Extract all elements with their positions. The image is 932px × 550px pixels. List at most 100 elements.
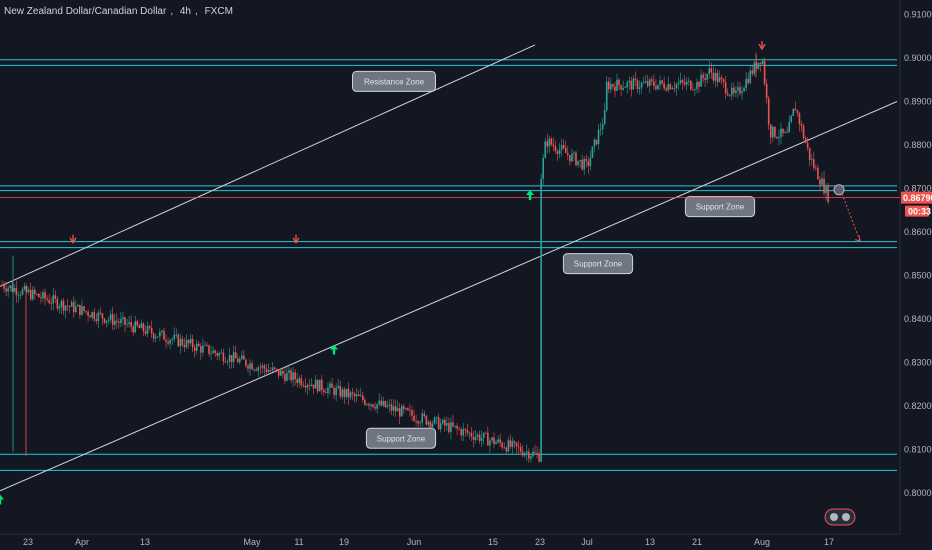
candle-body: [458, 428, 460, 430]
candle-body: [286, 372, 288, 381]
candle-body: [601, 124, 604, 130]
candle-body: [144, 331, 147, 334]
channel-line-lower[interactable]: [0, 101, 898, 492]
candle-body: [804, 138, 807, 143]
zone-callout-box[interactable]: [352, 70, 436, 92]
candle-body: [124, 317, 126, 325]
candle-body: [296, 379, 298, 383]
candle-body: [538, 453, 540, 462]
candle-body: [173, 334, 175, 340]
candle-body: [405, 408, 407, 410]
candle-body: [118, 321, 120, 324]
candle-body: [366, 404, 368, 405]
candle-body: [345, 388, 348, 397]
candle-body: [720, 77, 723, 80]
candle-body: [382, 401, 385, 406]
candle-body: [17, 294, 20, 296]
time-tick-label: 23: [23, 537, 33, 547]
candle-body: [3, 284, 5, 289]
time-tick-label: 13: [645, 537, 655, 547]
candle-body: [624, 87, 626, 89]
candle-body: [251, 363, 253, 370]
time-tick-label: 15: [488, 537, 498, 547]
candle-body: [460, 429, 462, 436]
symbol-name[interactable]: New Zealand Dollar/Canadian Dollar: [4, 6, 167, 17]
candle-body: [614, 86, 616, 91]
candle-body: [616, 79, 618, 91]
interval-label[interactable]: 4h: [179, 6, 191, 17]
candle-body: [343, 389, 346, 397]
candle-body: [105, 320, 108, 323]
candle-body: [204, 344, 206, 346]
candle-body: [128, 322, 130, 324]
candle-body: [83, 306, 85, 312]
candle-body: [794, 108, 797, 111]
candle-body: [64, 305, 67, 311]
candle-body: [126, 323, 128, 325]
candle-body: [690, 80, 692, 90]
candle-body: [13, 287, 16, 292]
candle-body: [667, 84, 670, 91]
candle-body: [644, 81, 647, 83]
candle-body: [435, 417, 438, 419]
candle-body: [111, 314, 114, 325]
candle-body: [550, 138, 553, 145]
candle-body: [378, 400, 380, 405]
candle-body: [152, 333, 155, 339]
candle-body: [642, 82, 645, 84]
candle-body: [808, 147, 811, 160]
candle-body: [603, 110, 606, 125]
candle-body: [31, 289, 34, 300]
projection-anchor-circle[interactable]: [833, 184, 845, 196]
candle-body: [583, 158, 585, 170]
eye-icon[interactable]: [830, 513, 838, 521]
candle-body: [40, 297, 42, 299]
candle-body: [218, 353, 221, 356]
candle-body: [696, 82, 698, 90]
candle-body: [659, 80, 661, 85]
candle-body: [167, 341, 169, 344]
candle-body: [548, 138, 551, 147]
candle-body: [224, 361, 227, 363]
zone-callout-box[interactable]: [562, 253, 634, 275]
candle-body: [657, 84, 659, 90]
chart-settings-widget[interactable]: [824, 508, 856, 526]
candle-body: [175, 334, 178, 336]
candle-body: [540, 178, 542, 462]
candle-body: [282, 370, 284, 375]
candle-body: [581, 159, 583, 170]
candle-body: [236, 358, 239, 363]
candle-body: [513, 441, 516, 443]
candle-body: [294, 372, 296, 380]
candle-body: [749, 70, 752, 83]
gear-icon[interactable]: [842, 513, 850, 521]
candle-body: [138, 325, 141, 329]
candle-body: [636, 80, 639, 90]
candle-body: [784, 131, 786, 133]
candle-body: [515, 442, 518, 447]
candle-body: [234, 352, 237, 359]
candle-body: [823, 178, 825, 194]
candle-body: [247, 365, 249, 369]
candle-body: [136, 321, 139, 326]
candle-body: [632, 78, 635, 90]
candle-body: [323, 390, 325, 393]
candle-body: [476, 434, 479, 437]
candle-body: [675, 84, 678, 89]
candle-body: [827, 186, 829, 203]
zone-callout-box[interactable]: [365, 427, 437, 449]
candle-body: [595, 139, 598, 145]
zone-callout-box[interactable]: [684, 196, 756, 218]
exchange-label: FXCM: [204, 6, 233, 17]
candle-body: [753, 62, 756, 74]
channel-line-upper[interactable]: [0, 44, 536, 287]
candle-body: [81, 306, 83, 315]
candle-body: [243, 355, 245, 360]
candle-body: [91, 311, 93, 318]
candle-body: [681, 80, 684, 83]
candle-body: [284, 374, 286, 381]
candle-body: [280, 370, 282, 376]
candle-body: [95, 319, 98, 322]
